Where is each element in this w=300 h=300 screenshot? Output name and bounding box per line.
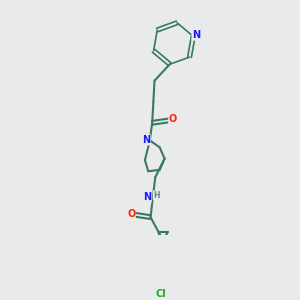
Text: O: O bbox=[127, 208, 135, 219]
Text: O: O bbox=[169, 114, 177, 124]
Text: N: N bbox=[143, 192, 151, 202]
Text: N: N bbox=[142, 135, 150, 145]
Text: H: H bbox=[153, 191, 160, 200]
Text: Cl: Cl bbox=[156, 290, 167, 299]
Text: N: N bbox=[192, 30, 200, 40]
